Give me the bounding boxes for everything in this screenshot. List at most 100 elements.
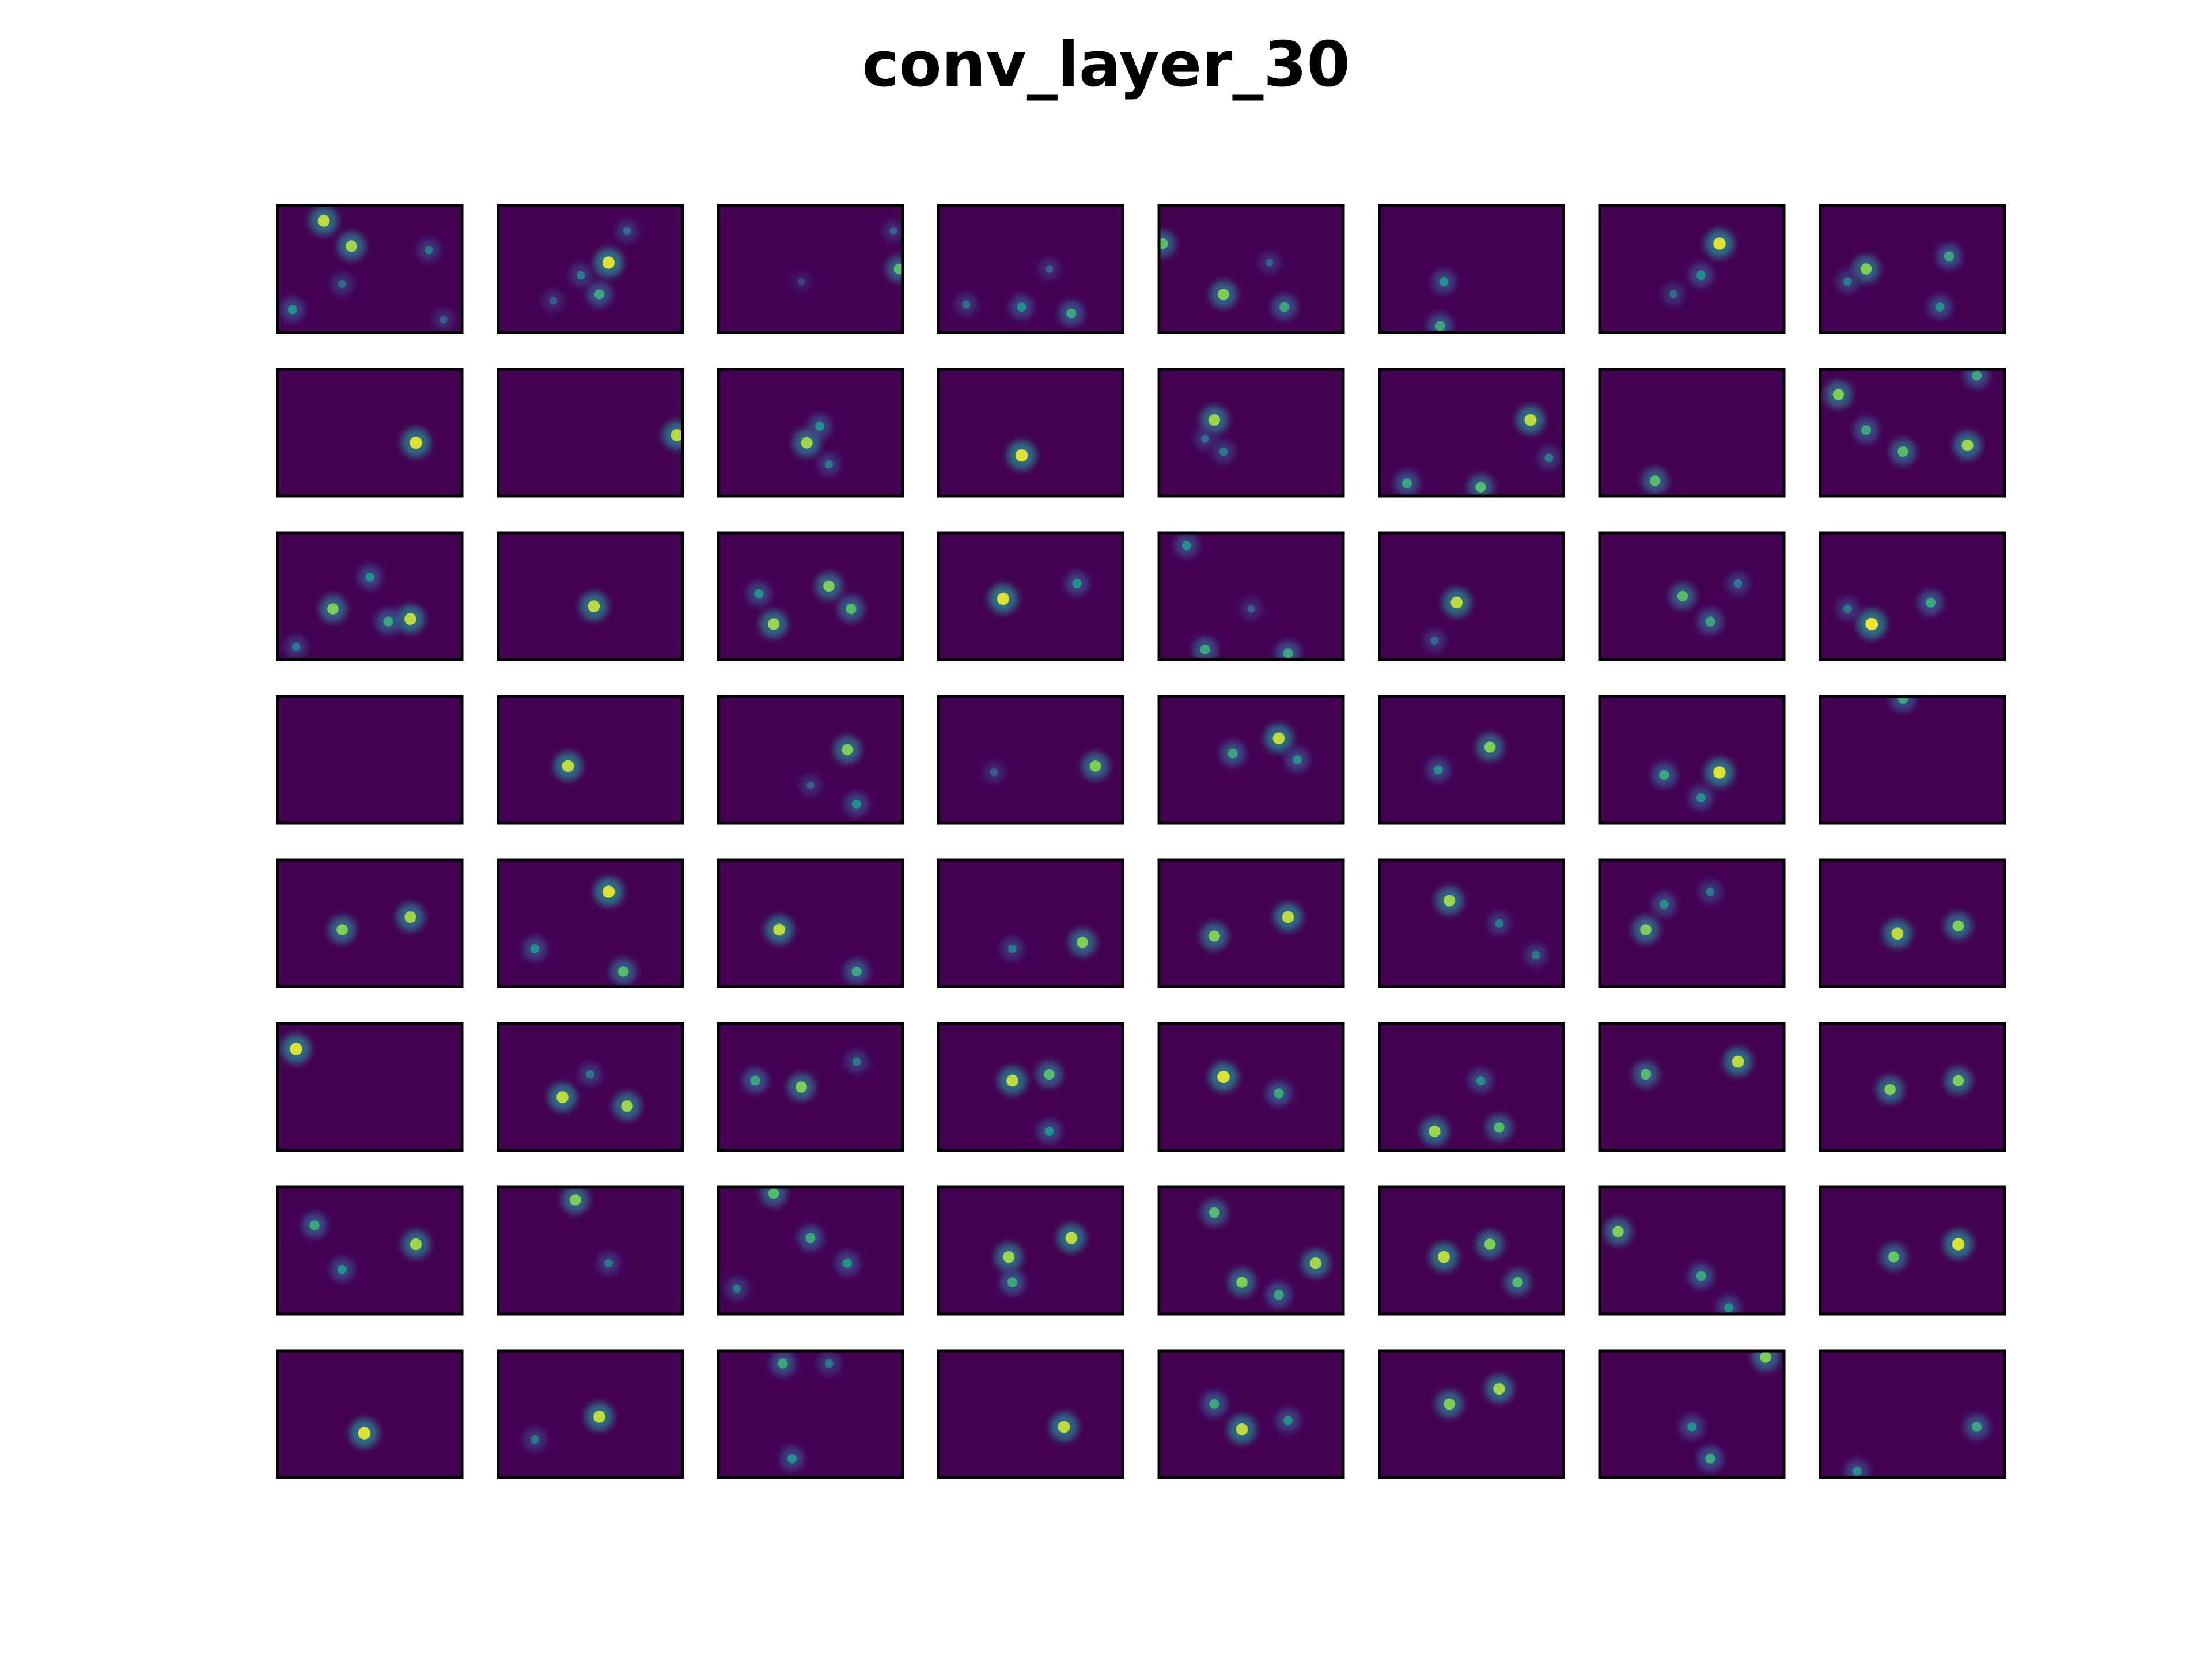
activation-spot xyxy=(852,1057,861,1066)
activation-spot xyxy=(1435,321,1445,331)
activation-spot xyxy=(404,911,416,923)
feature-map-background xyxy=(1379,696,1564,823)
feature-map-frame xyxy=(1819,858,2006,988)
activation-spot xyxy=(602,256,615,269)
activation-spot xyxy=(531,1435,539,1444)
feature-map-frame xyxy=(1819,531,2006,661)
feature-map-42 xyxy=(497,1022,684,1152)
activation-spot xyxy=(1007,1277,1018,1287)
activation-spot xyxy=(1209,1207,1220,1218)
feature-map-19 xyxy=(717,531,904,661)
activation-spot xyxy=(1713,766,1726,779)
feature-map-frame xyxy=(1378,1349,1565,1479)
activation-spot xyxy=(1430,636,1439,645)
feature-map-64 xyxy=(1819,1349,2006,1479)
activation-spot xyxy=(1209,930,1220,942)
feature-map-frame xyxy=(1378,204,1565,334)
activation-spot xyxy=(1279,302,1290,312)
feature-map-29 xyxy=(1157,695,1345,825)
feature-map-background xyxy=(1820,860,2005,987)
activation-spot xyxy=(1884,1084,1896,1096)
activation-spot xyxy=(1077,937,1088,948)
activation-spot xyxy=(1952,1075,1964,1086)
feature-map-frame xyxy=(497,858,684,988)
feature-map-frame xyxy=(1819,1349,2006,1479)
feature-map-frame xyxy=(497,1349,684,1479)
activation-spot xyxy=(577,271,585,280)
feature-map-27 xyxy=(717,695,904,825)
activation-spot xyxy=(1072,579,1082,588)
activation-spot xyxy=(440,316,448,324)
activation-spot xyxy=(338,280,347,289)
activation-spot xyxy=(1696,793,1706,802)
activation-spot xyxy=(425,245,433,255)
feature-map-background xyxy=(718,696,903,823)
feature-map-frame xyxy=(1157,368,1345,498)
activation-spot xyxy=(1705,1453,1715,1464)
feature-map-frame xyxy=(1598,368,1786,498)
feature-map-58 xyxy=(497,1349,684,1479)
activation-spot xyxy=(1677,590,1688,602)
feature-map-frame xyxy=(1378,368,1565,498)
feature-map-background xyxy=(1820,1024,2005,1150)
feature-map-2 xyxy=(497,204,684,334)
activation-spot xyxy=(1832,389,1844,400)
feature-map-10 xyxy=(497,368,684,498)
activation-spot xyxy=(815,422,824,431)
activation-spot xyxy=(1438,1251,1450,1263)
activation-spot xyxy=(1476,1076,1486,1085)
activation-spot xyxy=(1888,1251,1899,1263)
activation-spot xyxy=(1640,924,1652,935)
feature-map-background xyxy=(1379,860,1564,987)
feature-map-frame xyxy=(1157,695,1345,825)
feature-map-frame xyxy=(937,1022,1124,1152)
feature-map-frame xyxy=(937,1349,1124,1479)
activation-spot xyxy=(1669,290,1678,299)
feature-map-background xyxy=(278,1187,462,1314)
feature-map-frame xyxy=(497,368,684,498)
feature-map-frame xyxy=(1598,695,1786,825)
activation-spot xyxy=(1444,1398,1455,1410)
feature-map-frame xyxy=(1819,204,2006,334)
feature-map-16 xyxy=(1819,368,2006,498)
activation-spot xyxy=(1843,604,1852,613)
feature-map-background xyxy=(498,1024,683,1150)
feature-map-frame xyxy=(1598,858,1786,988)
activation-spot xyxy=(846,603,857,615)
activation-spot xyxy=(1484,1238,1496,1250)
activation-spot xyxy=(1961,439,1974,452)
feature-map-frame xyxy=(1378,1185,1565,1316)
activation-spot xyxy=(1494,1122,1505,1133)
feature-map-8 xyxy=(1819,204,2006,334)
feature-map-frame xyxy=(1378,858,1565,988)
activation-spot xyxy=(1274,1290,1284,1300)
feature-map-frame xyxy=(1157,1185,1345,1316)
activation-spot xyxy=(588,600,600,612)
activation-spot xyxy=(290,1043,302,1055)
activation-spot xyxy=(889,227,897,235)
feature-map-background xyxy=(938,369,1123,496)
activation-spot xyxy=(1891,927,1904,940)
feature-map-21 xyxy=(1157,531,1345,661)
activation-spot xyxy=(1065,1232,1078,1244)
activation-spot xyxy=(1493,1382,1505,1395)
feature-map-49 xyxy=(276,1185,464,1316)
feature-map-frame xyxy=(276,368,464,498)
feature-map-13 xyxy=(1157,368,1345,498)
activation-spot xyxy=(1309,1257,1322,1270)
feature-map-frame xyxy=(717,204,904,334)
activation-spot xyxy=(852,800,861,809)
feature-map-60 xyxy=(937,1349,1124,1479)
feature-map-background xyxy=(718,1351,903,1478)
activation-spot xyxy=(1219,447,1228,456)
activation-spot xyxy=(990,768,998,777)
activation-spot xyxy=(997,592,1010,605)
feature-map-63 xyxy=(1598,1349,1786,1479)
activation-spot xyxy=(773,923,785,936)
activation-spot xyxy=(1200,644,1210,654)
feature-map-background xyxy=(1379,533,1564,660)
feature-map-background xyxy=(278,206,462,332)
activation-spot xyxy=(1532,950,1540,960)
activation-spot xyxy=(594,289,605,300)
activation-spot xyxy=(1006,1074,1018,1087)
